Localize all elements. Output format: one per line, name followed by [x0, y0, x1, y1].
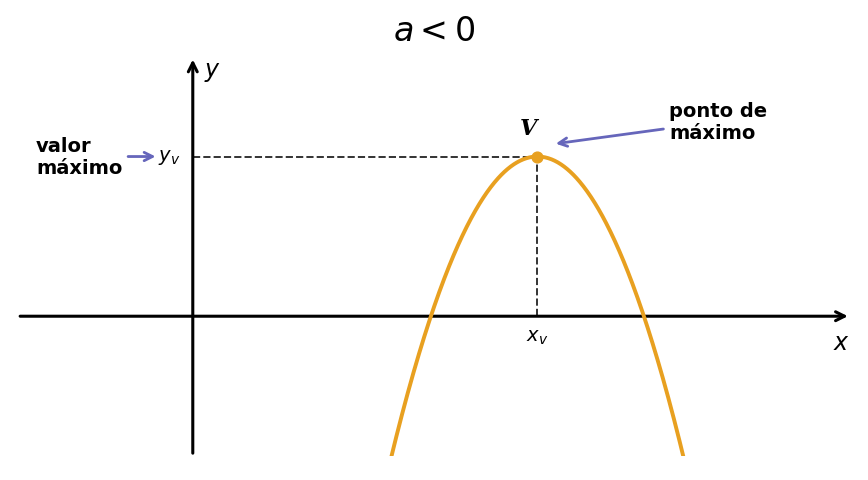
- Text: $x_v$: $x_v$: [526, 327, 549, 347]
- Text: $y$: $y$: [204, 60, 221, 84]
- Text: $y_v$: $y_v$: [158, 148, 181, 167]
- Text: $x$: $x$: [833, 331, 850, 354]
- Point: [530, 154, 544, 161]
- Text: V: V: [519, 118, 536, 140]
- Text: ponto de
máximo: ponto de máximo: [559, 102, 767, 147]
- Title: $a < 0$: $a < 0$: [393, 16, 475, 48]
- Text: valor
máximo: valor máximo: [36, 137, 153, 178]
